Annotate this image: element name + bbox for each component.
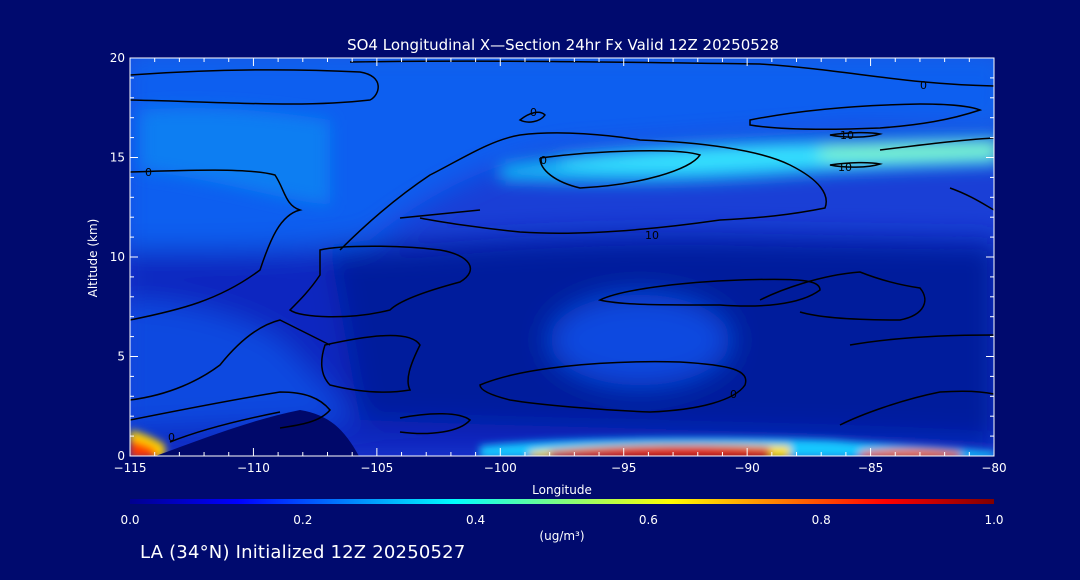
colorbar-tick-label: 1.0 [984, 513, 1003, 527]
y-axis-label: Altitude (km) [86, 219, 100, 298]
colorbar-label: (ug/m³) [539, 529, 584, 543]
contour-line [339, 132, 827, 251]
contour-line [839, 390, 994, 426]
x-tick-label: −80 [981, 461, 1006, 475]
colorbar-tick-label: 0.0 [120, 513, 139, 527]
field-shading [130, 58, 994, 456]
footer-caption: LA (34°N) Initialized 12Z 20250527 [140, 542, 466, 563]
chart-title: SO4 Longitudinal X—Section 24hr Fx Valid… [347, 36, 779, 54]
surface-plume [130, 430, 994, 456]
contour-line [130, 319, 331, 401]
contour-line [399, 209, 481, 219]
contour-line [130, 169, 303, 321]
x-tick-label: −105 [360, 461, 393, 475]
contour-line [849, 334, 994, 346]
contour-line [829, 161, 883, 168]
y-axis: 0 5 10 15 20 [110, 51, 994, 463]
contour-labels: 0 0 0 10 10 10 0 0 0 [145, 79, 927, 444]
x-tick-label: −85 [858, 461, 883, 475]
colorbar-tick-label: 0.8 [812, 513, 831, 527]
x-axis-label: Longitude [532, 483, 592, 497]
contour-label: 10 [840, 129, 854, 142]
colorbar-tick-label: 0.2 [293, 513, 312, 527]
colorbar-tick-label: 0.4 [466, 513, 485, 527]
contour-label: 10 [645, 229, 659, 242]
contour-line [829, 131, 883, 138]
contour-label: 0 [145, 166, 152, 179]
y-tick-label: 10 [110, 250, 125, 264]
contour-line [169, 411, 281, 443]
contour-label: 0 [168, 431, 175, 444]
x-tick-label: −110 [237, 461, 270, 475]
x-tick-label: −90 [734, 461, 759, 475]
contour-line [597, 278, 821, 307]
colorbar [130, 499, 994, 504]
terrain [155, 410, 359, 456]
contour-line [320, 334, 421, 393]
contour-line [399, 412, 472, 435]
contour-label: 0 [530, 106, 537, 119]
contour-line [130, 391, 331, 429]
x-axis: −115 −110 −105 −100 −95 −90 −85 −80 [114, 58, 1007, 475]
x-tick-label: −115 [114, 461, 147, 475]
contour-line [288, 245, 472, 318]
contour-line [879, 137, 994, 151]
contour-line [539, 149, 702, 189]
contour-lines [130, 60, 994, 443]
contour-label: 0 [540, 154, 547, 167]
contour-line [949, 187, 994, 211]
contour-line [759, 271, 926, 321]
colorbar-tick-label: 0.6 [639, 513, 658, 527]
contour-label: 0 [730, 388, 737, 401]
x-tick-label: −100 [484, 461, 517, 475]
y-tick-label: 15 [110, 151, 125, 165]
y-tick-label: 20 [110, 51, 125, 65]
y-tick-label: 0 [117, 449, 125, 463]
x-tick-label: −95 [611, 461, 636, 475]
contour-line [479, 360, 747, 413]
contour-line [349, 60, 994, 87]
plot-area: 0 0 0 10 10 10 0 0 0 [130, 58, 994, 456]
colorbar-ticks: 0.0 0.2 0.4 0.6 0.8 1.0 [120, 513, 1003, 527]
contour-line [130, 69, 379, 105]
contour-line [518, 111, 546, 123]
y-tick-label: 5 [117, 350, 125, 364]
contour-line [749, 103, 983, 130]
contour-label: 0 [920, 79, 927, 92]
contour-label: 10 [838, 161, 852, 174]
